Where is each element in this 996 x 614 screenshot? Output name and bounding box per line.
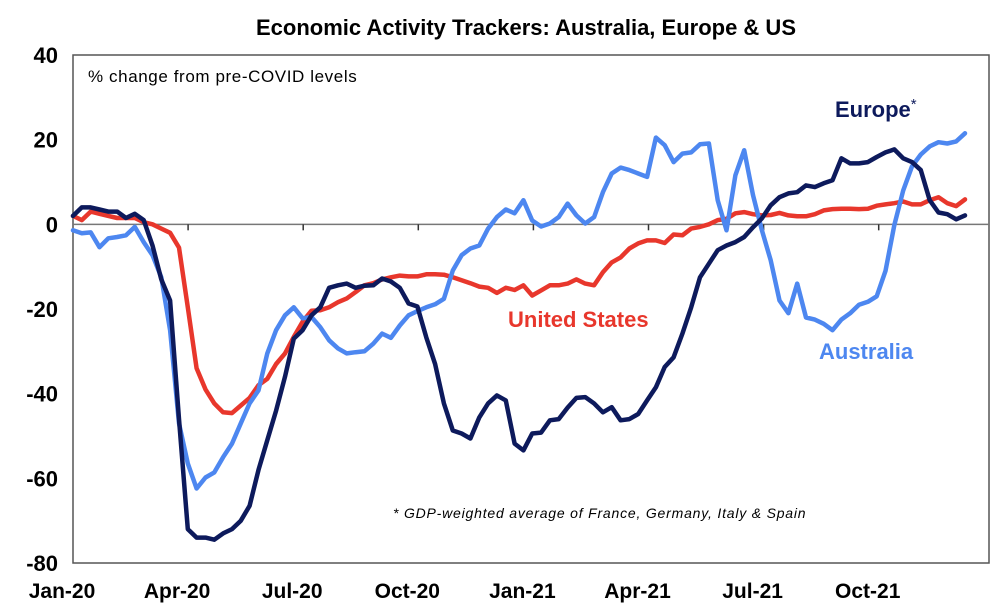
series-label-europe: Europe* — [835, 96, 917, 122]
y-tick-label: -20 — [26, 297, 58, 322]
series-lines — [70, 131, 968, 542]
x-tick-label: Jan-20 — [29, 580, 96, 603]
y-tick-label: -60 — [26, 466, 58, 491]
y-tick-label: -80 — [26, 551, 58, 576]
series-label-united-states: United States — [508, 307, 649, 332]
y-axis-label: % change from pre-COVID levels — [88, 67, 357, 86]
plot-frame — [72, 54, 990, 564]
x-tick-label: Oct-20 — [375, 580, 440, 603]
x-tick-label: Jul-21 — [722, 580, 783, 603]
series-line-australia — [70, 131, 968, 491]
x-tick-label: Apr-21 — [604, 580, 671, 603]
series-line-united-states — [70, 194, 968, 416]
footnote: * GDP-weighted average of France, German… — [393, 505, 806, 521]
y-tick-label: 0 — [46, 212, 58, 237]
y-tick-label: 40 — [34, 43, 58, 68]
series-line-europe — [70, 147, 968, 542]
y-tick-label: 20 — [34, 128, 58, 153]
x-tick-label: Jan-21 — [489, 580, 556, 603]
series-label-europe-asterisk: * — [911, 96, 917, 113]
series-label-europe-text: Europe — [835, 97, 911, 122]
x-axis: Jan-20 Apr-20 Jul-20 Oct-20 Jan-21 Apr-21 Jul-… — [29, 580, 901, 603]
series-label-australia: Australia — [819, 339, 914, 364]
chart-title: Economic Activity Trackers: Australia, E… — [256, 15, 796, 40]
y-axis: 40 20 0 -20 -40 -60 -80 — [26, 43, 58, 576]
x-tick-label: Apr-20 — [144, 580, 211, 603]
y-tick-label: -40 — [26, 382, 58, 407]
x-tick-label: Jul-20 — [262, 580, 323, 603]
x-tick-label: Oct-21 — [835, 580, 901, 603]
